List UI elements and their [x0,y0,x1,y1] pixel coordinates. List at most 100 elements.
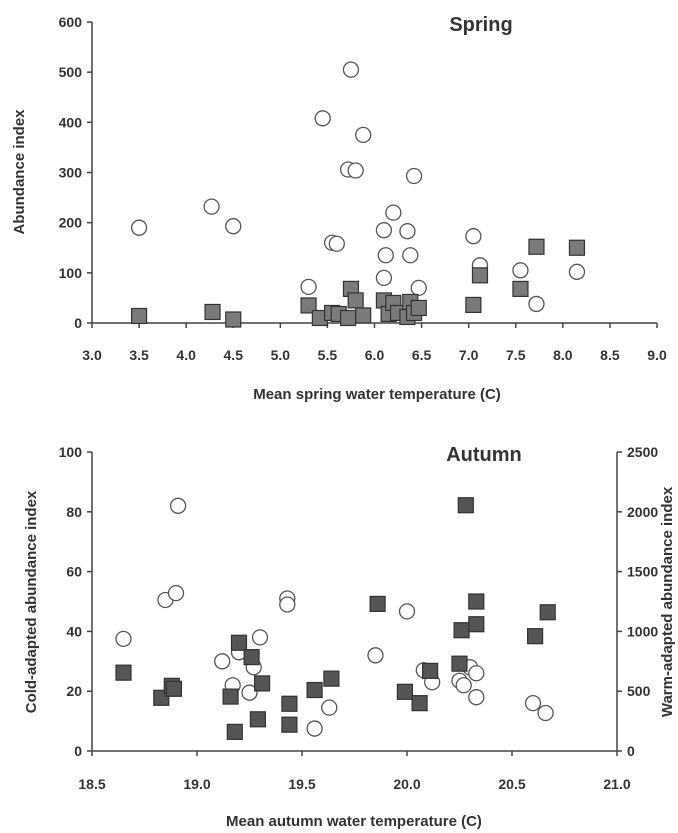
y-tick-label: 1500 [627,564,658,580]
data-point-square [226,723,243,740]
autumn-points [115,497,556,740]
data-point-square [254,675,271,692]
data-point-circle [410,279,427,297]
y-tick-label: 2500 [627,444,658,460]
data-point-circle [375,222,393,239]
data-point-square [568,239,586,256]
y-tick-label: 100 [59,444,83,460]
data-point-square [225,311,242,328]
x-tick-label: 21.0 [603,776,630,792]
data-point-circle [455,677,472,694]
data-point-circle [115,630,132,648]
spring-x-ticks: 3.0 3.5 4.0 4.5 5.0 5.5 6.0 6.5 7.0 7.5 8.0 8.5 9.0 [82,323,667,363]
autumn-y2-axis-label: Warm-adapted abundance index [659,486,676,717]
x-tick-label: 8.0 [553,347,573,363]
y-tick-label: 100 [59,265,83,281]
y-tick-label: 200 [59,215,83,231]
data-point-square [396,683,413,700]
y-tick-label: 400 [59,114,83,130]
data-point-circle [398,603,416,620]
data-point-square [165,680,182,697]
x-tick-label: 20.0 [393,776,420,792]
spring-y-axis-label: Abundance index [11,109,28,235]
autumn-y-axis-label: Cold-adapted abundance index [23,490,40,713]
autumn-y-ticks: 0 20 40 60 80 100 [59,444,92,759]
y-tick-label: 2000 [627,504,658,520]
data-point-square [369,595,386,612]
data-point-circle [314,110,331,127]
y-tick-label: 80 [66,504,82,520]
data-point-circle [306,720,323,737]
data-point-square [422,662,439,679]
data-point-square [468,616,485,633]
data-point-square [130,307,148,325]
y-tick-label: 300 [59,165,83,181]
y-tick-label: 500 [627,683,651,699]
data-point-circle [402,247,419,264]
data-point-square [468,593,485,610]
y-tick-label: 0 [627,743,635,759]
data-point-square [243,649,260,666]
data-point-square [411,695,428,712]
y-tick-label: 500 [59,64,83,80]
spring-chart: 0 100 200 300 400 500 600 3.0 3.5 4.0 4.5 5.0 5.5 6.… [11,14,667,403]
data-point-square [281,716,298,733]
data-point-circle [328,235,345,252]
autumn-chart: 0 20 40 60 80 100 0 500 1000 1500 2000 2500 18.5 19… [23,444,676,830]
data-point-square [153,689,170,706]
x-tick-label: 7.5 [506,347,526,363]
data-point-square [115,664,132,681]
data-point-square [528,238,545,255]
spring-points [130,61,586,328]
data-point-square [512,280,529,297]
x-tick-label: 5.5 [318,347,338,363]
data-point-circle [377,247,394,264]
data-point-square [465,296,482,314]
data-point-square [539,604,556,621]
x-tick-label: 19.5 [288,776,315,792]
data-point-circle [279,596,296,613]
x-tick-label: 6.5 [412,347,432,363]
y-tick-label: 1000 [627,623,658,639]
data-point-circle [568,263,586,280]
spring-x-axis-label: Mean spring water temperature (C) [253,386,501,403]
y-tick-label: 0 [74,743,82,759]
x-tick-label: 3.0 [82,347,102,363]
data-point-square [323,670,340,687]
spring-y-ticks: 0 100 200 300 400 500 600 [59,14,92,331]
y-tick-label: 600 [59,14,83,30]
data-point-circle [347,162,364,179]
data-point-circle [468,665,485,682]
x-tick-label: 20.5 [498,776,525,792]
x-tick-label: 18.5 [78,776,105,792]
data-point-circle [399,223,416,240]
data-point-circle [465,228,482,245]
data-point-square [230,634,248,651]
data-point-circle [241,684,258,701]
data-point-square [300,297,317,314]
data-point-circle [375,269,393,287]
x-tick-label: 19.0 [183,776,210,792]
autumn-y2-ticks: 0 500 1000 1500 2000 2500 [617,444,658,759]
data-point-square [249,711,266,728]
data-point-square [451,655,468,672]
data-point-circle [537,704,554,722]
data-point-square [471,267,489,284]
data-point-circle [167,584,185,602]
data-point-circle [321,699,338,716]
x-tick-label: 9.0 [647,347,667,363]
x-tick-label: 6.0 [365,347,385,363]
data-point-square [306,681,323,699]
data-point-circle [300,278,317,296]
data-point-circle [169,497,187,514]
data-point-circle [203,198,220,215]
data-point-circle [528,295,545,313]
data-point-circle [405,167,423,185]
data-point-square [204,303,221,321]
y-tick-label: 20 [66,683,82,699]
x-tick-label: 7.0 [459,347,479,363]
data-point-circle [385,204,402,221]
data-point-circle [367,647,384,664]
autumn-x-axis-label: Mean autumn water temperature (C) [226,813,482,830]
